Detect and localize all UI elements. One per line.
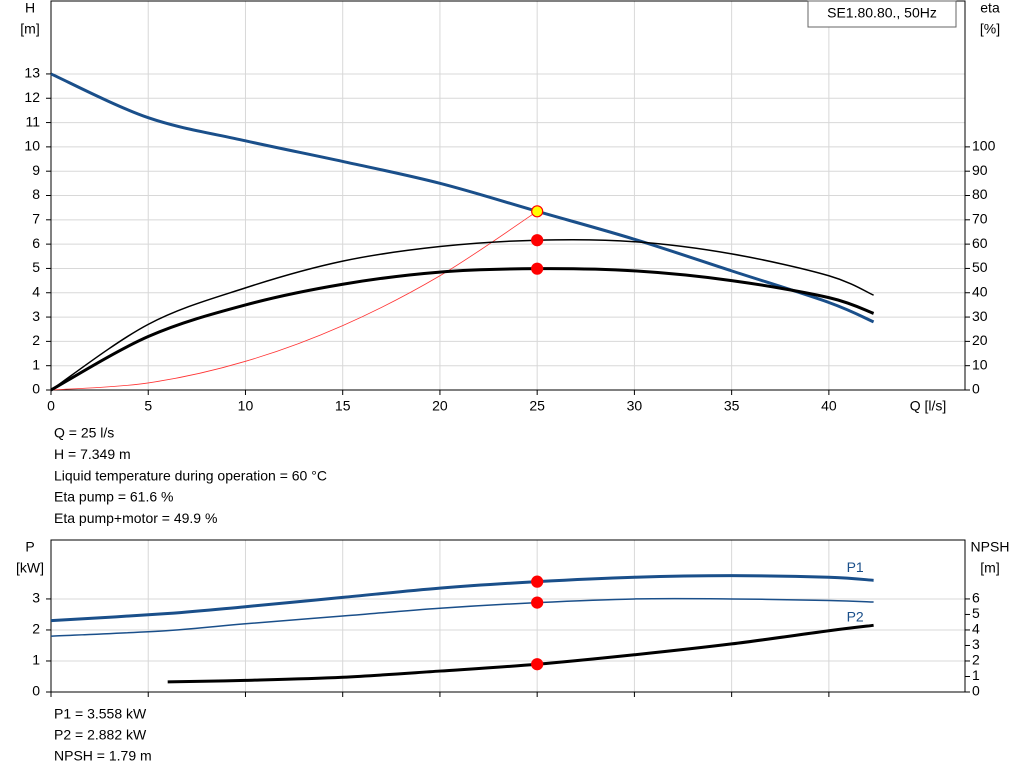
readout: P1 = 3.558 kW [54,706,147,722]
x-tick-label: 10 [238,398,254,414]
y2-tick-label: 40 [972,283,988,299]
y2-tick-label: 6 [972,590,980,606]
y-tick-label: 11 [25,113,40,129]
y2-tick-label: 5 [972,605,980,621]
y2-tick-label: 70 [972,211,988,227]
y-tick-label: 4 [32,283,40,299]
y-tick-label: 1 [32,356,40,372]
y2-tick-label: 30 [972,308,988,324]
y2-tick-label: 0 [972,683,980,699]
y-tick-label: 3 [32,590,40,606]
readout: Eta pump+motor = 49.9 % [54,510,217,526]
operating-point [531,205,544,218]
y2-tick-label: 0 [972,381,980,397]
curve [50,574,874,623]
curve [50,597,874,637]
x-tick-label: 25 [529,398,545,414]
y-axis-label: H [25,0,35,16]
readout: NPSH = 1.79 m [54,748,152,764]
y-tick-label: 9 [32,162,40,178]
y-tick-label: 13 [24,65,40,81]
y-tick-label: 5 [32,259,40,275]
y2-axis-label: eta [980,0,1000,16]
y-axis-unit: [kW] [16,560,44,576]
y-tick-label: 1 [32,652,40,668]
y-tick-label: 2 [32,621,40,637]
y-tick-label: 2 [32,332,40,348]
curve [50,72,875,324]
y2-axis-unit: [m] [980,560,999,576]
y-tick-label: 10 [24,138,40,154]
y-axis-unit: [m] [20,21,39,37]
plot-frame [50,539,966,693]
y-tick-label: 7 [32,211,40,227]
readout: P2 = 2.882 kW [54,727,147,743]
operating-point [531,575,544,588]
y2-axis-label: NPSH [971,539,1010,555]
x-tick-label: 35 [724,398,740,414]
curve-label: P1 [847,559,864,575]
y-tick-label: 3 [32,308,40,324]
operating-point [531,262,544,275]
readout: Liquid temperature during operation = 60… [54,467,327,483]
y2-tick-label: 90 [972,162,988,178]
chart-title: SE1.80.80., 50Hz [827,5,937,21]
curve [167,623,874,684]
curve [50,210,538,391]
x-tick-label: 15 [335,398,351,414]
title-box [807,0,957,28]
curve [50,238,874,391]
y-tick-label: 12 [24,89,40,105]
y2-tick-label: 10 [972,356,988,372]
x-tick-label: 40 [821,398,837,414]
y2-tick-label: 50 [972,259,988,275]
x-tick-label: 20 [432,398,448,414]
operating-point [531,658,544,671]
y-axis-label: P [25,539,34,555]
x-axis-label: Q [l/s] [910,398,947,414]
y-tick-label: 0 [32,683,40,699]
y2-tick-label: 80 [972,186,988,202]
readout: Q = 25 l/s [54,425,114,441]
y-tick-label: 8 [32,186,40,202]
y2-tick-label: 60 [972,235,988,251]
curve-label: P2 [847,609,864,625]
y2-tick-label: 20 [972,332,988,348]
y2-tick-label: 4 [972,621,980,637]
y-tick-label: 6 [32,235,40,251]
y-tick-label: 0 [32,381,40,397]
curve [50,267,875,392]
readout: H = 7.349 m [54,446,131,462]
x-tick-label: 0 [47,398,55,414]
operating-point [531,596,544,609]
y2-axis-unit: [%] [980,21,1000,37]
operating-point [531,234,544,247]
x-tick-label: 5 [144,398,152,414]
y2-tick-label: 100 [972,138,996,154]
readout: Eta pump = 61.6 % [54,489,173,505]
y2-tick-label: 3 [972,636,980,652]
y2-tick-label: 1 [972,667,980,683]
y2-tick-label: 2 [972,652,980,668]
x-tick-label: 30 [627,398,643,414]
